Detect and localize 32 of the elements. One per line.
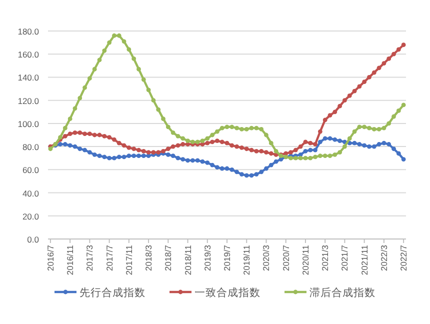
x-tick-label: 2018/11 xyxy=(182,244,193,276)
x-tick-label: 2022/7 xyxy=(398,244,409,271)
legend-label: 先行合成指数 xyxy=(80,286,146,299)
legend-label: 滞后合成指数 xyxy=(310,286,376,299)
x-tick-label: 2020/11 xyxy=(300,244,310,276)
x-tick-label: 2020/3 xyxy=(261,244,272,271)
y-tick-label: 180.0 xyxy=(18,26,40,36)
x-tick-label: 2022/3 xyxy=(378,244,389,271)
x-tick-label: 2016/11 xyxy=(65,244,76,276)
y-tick-label: 60.0 xyxy=(22,165,40,176)
y-tick-label: 40.0 xyxy=(22,188,40,198)
x-tick-label: 2019/11 xyxy=(242,244,252,276)
y-tick-label: 0.0 xyxy=(27,234,40,244)
x-tick-label: 2018/7 xyxy=(163,244,174,271)
x-tick-label: 2019/7 xyxy=(222,244,232,271)
x-tick-label: 2018/3 xyxy=(144,244,154,271)
x-tick-label: 2017/11 xyxy=(124,244,134,276)
y-tick-label: 80.0 xyxy=(22,142,40,152)
x-tick-label: 2021/11 xyxy=(359,244,370,276)
x-tick-label: 2019/3 xyxy=(202,244,212,271)
y-tick-label: 140.0 xyxy=(18,72,40,83)
y-tick-label: 160.0 xyxy=(18,50,40,60)
x-tick-label: 2021/7 xyxy=(340,244,350,271)
y-tick-label: 120.0 xyxy=(18,96,40,106)
x-tick-label: 2021/3 xyxy=(320,244,330,271)
x-tick-label: 2017/3 xyxy=(84,244,95,271)
x-tick-label: 2016/7 xyxy=(45,244,56,271)
x-tick-label: 2017/7 xyxy=(104,244,114,271)
y-tick-label: 100.0 xyxy=(18,118,40,129)
x-tick-label: 2020/7 xyxy=(280,244,291,271)
legend-label: 一致合成指数 xyxy=(194,286,260,299)
y-tick-label: 20.0 xyxy=(22,211,40,222)
